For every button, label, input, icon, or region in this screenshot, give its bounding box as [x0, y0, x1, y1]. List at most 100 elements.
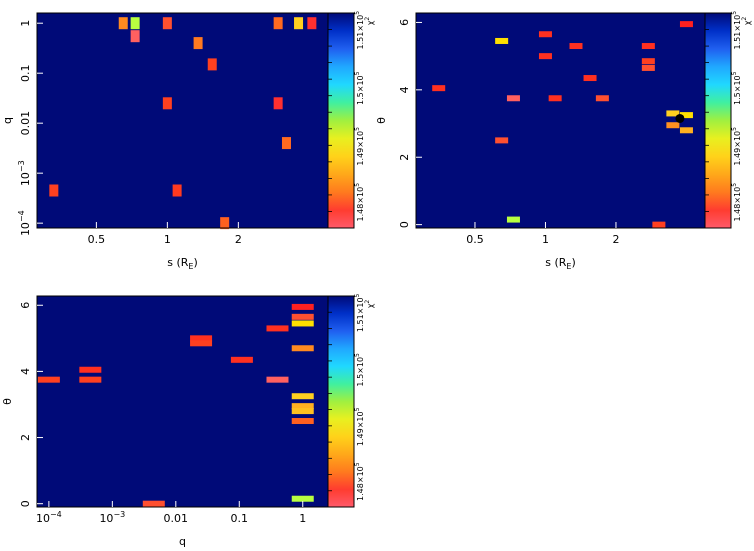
heatmap-cell	[641, 58, 655, 65]
heatmap-cell	[595, 95, 609, 102]
heatmap-cell	[291, 320, 314, 327]
x-tick-label: 2	[612, 233, 619, 246]
x-axis-label: q	[179, 535, 186, 548]
colorbar	[705, 13, 731, 228]
heatmap-cell	[281, 137, 291, 150]
heatmap-cell	[291, 418, 314, 425]
heatmap-cell	[291, 408, 314, 415]
plot-background	[416, 13, 705, 228]
heatmap-cell	[273, 17, 283, 30]
y-tick-label: 0	[398, 221, 411, 228]
x-axis-label: s (RE)	[545, 256, 576, 271]
heatmap-cell	[548, 95, 562, 102]
colorbar-tick-label: 1.48×105	[731, 183, 742, 222]
colorbar-tick-label: 1.51×105	[731, 11, 742, 50]
heatmap-cell	[79, 366, 102, 373]
colorbar-tick-label: 1.5×105	[354, 71, 365, 105]
heatmap-cell	[538, 53, 552, 60]
colorbar-tick-label: 1.49×105	[354, 407, 365, 446]
colorbar-label: χ2	[364, 17, 375, 26]
heatmap-cell	[130, 17, 140, 30]
plot-frame	[36, 295, 329, 508]
heatmap-cell	[679, 21, 693, 28]
heatmap-cell	[230, 356, 253, 363]
colorbar-tick-label: 1.51×105	[354, 11, 365, 50]
heatmap-cell	[49, 184, 59, 197]
colorbar-tick-label: 1.49×105	[731, 127, 742, 166]
y-tick-label: 4	[398, 86, 411, 93]
heatmap-cell	[130, 30, 140, 43]
heatmap-cell	[79, 376, 102, 383]
heatmap-cell	[666, 110, 680, 117]
colorbar-tick-label: 1.48×105	[354, 183, 365, 222]
colorbar-tick-label: 1.5×105	[354, 353, 365, 387]
y-tick-label: 6	[19, 302, 32, 309]
heatmap-cell	[641, 64, 655, 71]
heatmap-cell	[190, 335, 213, 342]
colorbar-label: χ2	[741, 17, 752, 26]
heatmap-cell	[266, 376, 289, 383]
y-tick-label: 10−4	[17, 210, 32, 236]
heatmap-cell	[273, 97, 283, 110]
chart-panel-theta-vs-q: 1.51×105 1.5×105 1.49×105 1.48×105 χ2 10−4 10−…	[1, 293, 375, 548]
heatmap-cell	[37, 376, 60, 383]
heatmap-cell	[583, 75, 597, 82]
heatmap-cell	[291, 303, 314, 310]
colorbar-tick-label: 1.49×105	[354, 127, 365, 166]
colorbar	[328, 296, 354, 507]
chart-panel-theta-vs-s: 1.51×105 1.5×105 1.49×105 1.48×105 χ2 0.5 1 2 0 2…	[375, 11, 752, 271]
heatmap-cell	[506, 95, 520, 102]
plot-background	[37, 13, 328, 228]
heatmap-cell	[495, 137, 509, 144]
heatmap-cell	[569, 43, 583, 50]
heatmap-cell	[291, 345, 314, 352]
y-tick-label: 0	[19, 500, 32, 507]
heatmap-cell	[291, 313, 314, 320]
x-tick-label: 0.1	[231, 512, 249, 525]
y-tick-label: 2	[19, 434, 32, 441]
heatmap-cell	[190, 340, 213, 347]
y-tick-label: 1	[19, 20, 32, 27]
heatmap-cell	[118, 17, 128, 30]
x-tick-label: 0.5	[466, 233, 484, 246]
heatmap-cell	[495, 37, 509, 44]
colorbar-tick-label: 1.5×105	[731, 71, 742, 105]
heatmap-cell	[294, 17, 304, 30]
heatmap-cell	[142, 500, 165, 507]
heatmap-cell	[291, 393, 314, 400]
y-tick-label: 10−3	[17, 160, 32, 186]
y-axis-label: θ	[1, 398, 14, 405]
heatmap-cell	[162, 97, 172, 110]
heatmap-cell	[266, 325, 289, 332]
colorbar-tick-label: 1.51×105	[354, 293, 365, 332]
y-tick-label: 2	[398, 154, 411, 161]
x-tick-label: 0.5	[88, 233, 106, 246]
y-axis-label: q	[1, 117, 14, 124]
heatmap-cell	[506, 216, 520, 223]
heatmap-cell	[652, 221, 666, 228]
heatmap-cell	[220, 217, 230, 230]
heatmap-cell	[679, 112, 693, 119]
y-tick-label: 4	[19, 368, 32, 375]
x-tick-label: 2	[235, 233, 242, 246]
y-tick-label: 6	[398, 19, 411, 26]
colorbar-label: χ2	[364, 300, 375, 309]
x-tick-label: 0.01	[164, 512, 189, 525]
x-tick-label: 10−3	[99, 510, 125, 525]
heatmap-cell	[307, 17, 317, 30]
plot-frame	[415, 12, 706, 229]
heatmap-cell	[432, 85, 446, 92]
heatmap-cell	[538, 31, 552, 38]
heatmap-cell	[291, 495, 314, 502]
heatmap-cell	[679, 127, 693, 134]
heatmap-cell	[193, 37, 203, 50]
heatmap-cell	[666, 122, 680, 129]
x-tick-label: 1	[299, 512, 306, 525]
heatmap-cell	[641, 43, 655, 50]
x-tick-label: 1	[164, 233, 171, 246]
chart-panel-q-vs-s: 1.51×105 1.5×105 1.49×105 1.48×105 χ2 0.5 1 2 10…	[1, 11, 375, 271]
heatmap-cell	[291, 403, 314, 410]
colorbar	[328, 13, 354, 228]
heatmap-cell	[162, 17, 172, 30]
